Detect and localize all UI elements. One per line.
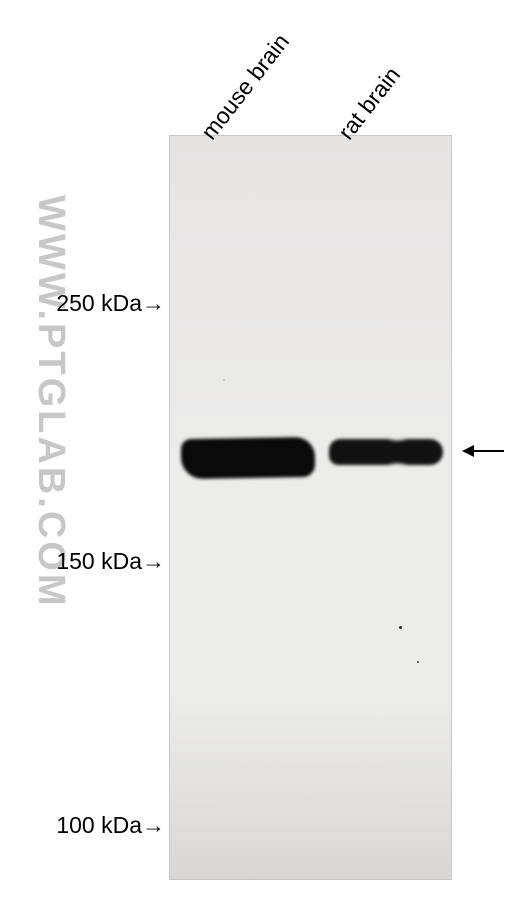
band-indicator-arrow <box>462 445 504 457</box>
watermark-text: WWW.PTGLAB.COM <box>29 195 72 608</box>
mw-marker-text: 100 kDa <box>56 812 142 838</box>
mw-marker: 150 kDa→ <box>0 548 165 575</box>
arrow-left-icon <box>462 445 474 457</box>
protein-band <box>329 439 443 465</box>
arrow-right-icon: → <box>142 548 165 575</box>
blot-membrane <box>169 135 452 880</box>
mw-marker: 250 kDa→ <box>0 290 165 317</box>
arrow-right-icon: → <box>142 290 165 317</box>
lane-label: rat brain <box>333 62 406 145</box>
mw-marker: 100 kDa→ <box>0 812 165 839</box>
smear-line <box>173 761 449 771</box>
arrow-right-icon: → <box>142 812 165 839</box>
lane-label: mouse brain <box>196 29 295 145</box>
speckle <box>417 661 419 663</box>
protein-band <box>181 437 315 479</box>
speckle <box>399 626 402 629</box>
mw-marker-text: 150 kDa <box>56 548 142 574</box>
speckle <box>223 379 225 381</box>
smear-line <box>173 793 449 801</box>
mw-marker-text: 250 kDa <box>56 290 142 316</box>
figure-stage: { "canvas": { "width": 520, "height": 90… <box>0 0 520 903</box>
indicator-line <box>474 450 504 452</box>
